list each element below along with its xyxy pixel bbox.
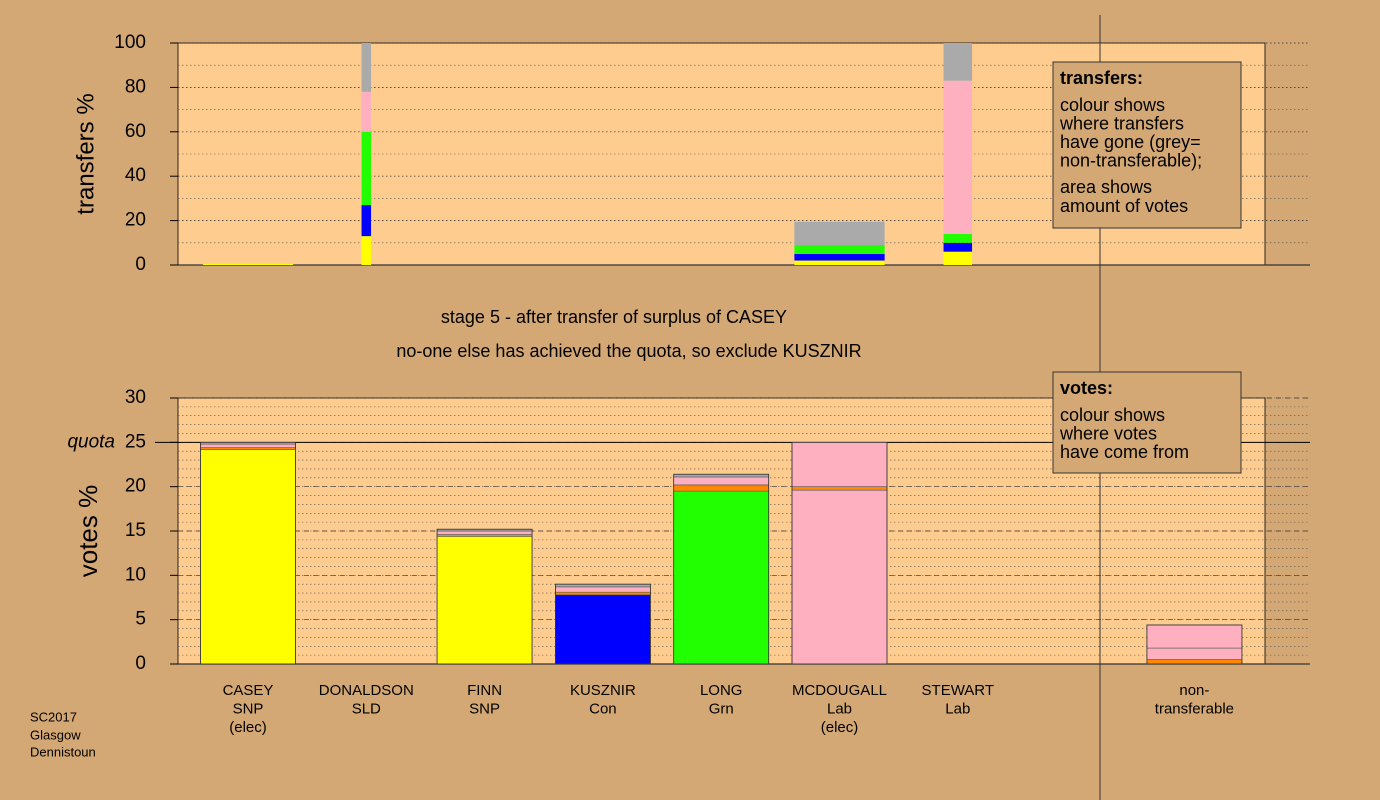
x-tick-label: STEWART	[922, 682, 995, 699]
y-tick-label: 10	[125, 564, 146, 585]
x-tick-label: Con	[589, 700, 617, 717]
bar-segment	[1146, 659, 1243, 665]
bar-segment	[436, 530, 533, 535]
y-tick-label: 30	[125, 387, 146, 408]
bar-segment	[555, 586, 651, 593]
bar-outline	[200, 441, 296, 665]
y-tick-label: 0	[135, 254, 146, 275]
y-tick-label: 0	[135, 653, 146, 674]
footer-line: Glasgow	[30, 727, 81, 742]
x-tick-label: DONALDSON	[319, 682, 414, 699]
note-line: have come from	[1060, 442, 1189, 462]
note-line: where transfers	[1059, 113, 1184, 133]
bar-segment	[1146, 647, 1243, 660]
footer-line: Dennistoun	[30, 744, 96, 759]
x-tick-label: Lab	[945, 700, 970, 717]
bar-segment	[791, 489, 888, 665]
x-tick-label: Grn	[709, 700, 734, 717]
bar-segment	[555, 594, 651, 665]
note-title: votes:	[1060, 378, 1113, 398]
x-tick-label: KUSZNIR	[570, 682, 636, 699]
bar-segment	[943, 242, 973, 252]
x-tick-label: MCDOUGALL	[792, 682, 887, 699]
x-tick-label: non-	[1179, 682, 1209, 699]
bar-outline	[555, 583, 651, 665]
bar-segment	[794, 260, 885, 265]
y-tick-label: 80	[125, 76, 146, 97]
bar-segment	[943, 233, 973, 243]
x-tick-label: (elec)	[229, 719, 267, 736]
bar-segment	[943, 80, 973, 234]
bar-segment	[1146, 624, 1243, 649]
y-tick-label: 100	[114, 32, 146, 53]
y-tick-label: 25	[125, 431, 146, 452]
y-tick-label: 15	[125, 520, 146, 541]
x-tick-label: SLD	[352, 700, 381, 717]
x-tick-label: Lab	[827, 700, 852, 717]
bar-segment	[361, 131, 372, 206]
y-tick-label: 40	[125, 165, 146, 186]
bar-segment	[673, 476, 770, 486]
y-tick-label: 20	[125, 210, 146, 231]
note-box	[1052, 61, 1242, 229]
bar-outline	[791, 441, 888, 665]
bar-segment	[361, 236, 372, 265]
note-line: area shows	[1060, 177, 1152, 197]
x-tick-label: transferable	[1155, 700, 1234, 717]
quota-label: quota	[67, 431, 115, 452]
bar-segment	[673, 484, 770, 492]
bar-segment	[200, 449, 296, 665]
note-line: colour shows	[1060, 405, 1165, 425]
bar-segment	[791, 442, 888, 487]
stage-subtitle: no-one else has achieved the quota, so e…	[396, 341, 861, 361]
note-line: amount of votes	[1060, 196, 1188, 216]
bar-outline	[436, 528, 533, 665]
bar-segment	[791, 486, 888, 491]
bar-outline	[673, 473, 770, 665]
y-tick-label: 60	[125, 121, 146, 142]
note-box	[1052, 371, 1242, 474]
bar-segment	[794, 245, 885, 254]
x-tick-label: SNP	[469, 700, 500, 717]
y-axis-label: transfers %	[72, 93, 99, 214]
x-tick-label: CASEY	[223, 682, 274, 699]
x-tick-label: SNP	[233, 700, 264, 717]
bar-segment	[673, 490, 770, 665]
bar-segment	[794, 221, 885, 246]
bar-segment	[361, 91, 372, 132]
x-tick-label: (elec)	[821, 719, 859, 736]
bar-segment	[200, 443, 296, 448]
y-tick-label: 5	[135, 609, 146, 630]
bar-segment	[943, 43, 973, 81]
note-title: transfers:	[1060, 68, 1143, 88]
y-axis-label: votes %	[73, 485, 103, 578]
note-line: have gone (grey=	[1060, 132, 1201, 152]
bar-outline	[1146, 624, 1243, 665]
bar-segment	[555, 591, 651, 596]
stage-title: stage 5 - after transfer of surplus of C…	[441, 307, 787, 327]
bar-segment	[361, 43, 372, 92]
footer-line: SC2017	[30, 709, 77, 724]
y-tick-label: 20	[125, 476, 146, 497]
note-line: where votes	[1059, 423, 1157, 443]
note-line: colour shows	[1060, 95, 1165, 115]
bar-segment	[794, 253, 885, 261]
bar-segment	[202, 263, 294, 265]
bar-segment	[361, 205, 372, 237]
x-tick-label: LONG	[700, 682, 743, 699]
bar-segment	[943, 251, 973, 265]
x-tick-label: FINN	[467, 682, 502, 699]
bar-segment	[436, 536, 533, 665]
note-line: non-transferable);	[1060, 151, 1202, 171]
